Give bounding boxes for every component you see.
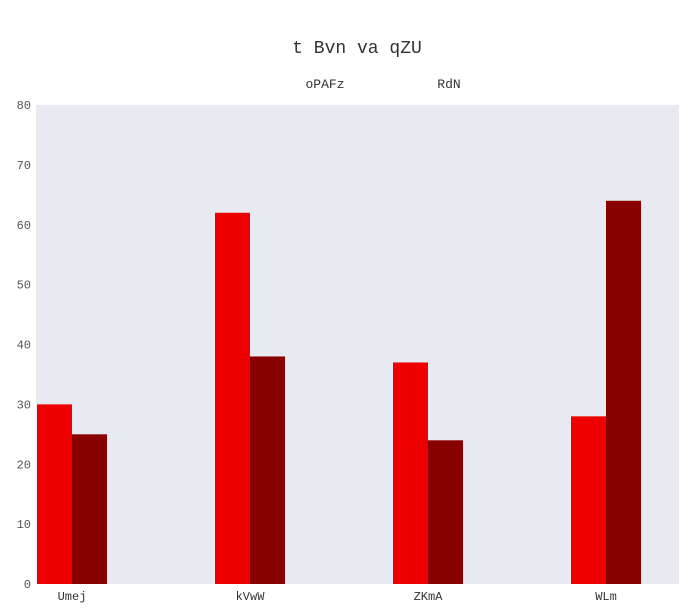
y-tick-label: 60 — [17, 219, 31, 233]
bar-RdN-ZKmA — [428, 440, 463, 584]
legend-item-RdN: RdN — [437, 77, 460, 92]
y-tick-label: 80 — [17, 99, 31, 113]
y-tick-label: 40 — [17, 339, 31, 353]
y-tick-label: 30 — [17, 398, 31, 412]
bar-oPAFz-ZKmA — [393, 362, 428, 584]
bar-oPAFz-Umej — [37, 404, 72, 584]
y-tick-label: 20 — [17, 458, 31, 472]
y-axis: 0 10 20 30 40 50 60 70 80 — [17, 99, 31, 592]
y-tick-label: 0 — [24, 578, 31, 592]
chart-title: t Bvn va qZU — [292, 39, 422, 59]
bar-RdN-WLm — [606, 200, 641, 585]
y-tick-label: 50 — [17, 279, 31, 293]
bar-oPAFz-kVwW — [215, 212, 250, 584]
x-tick-label: kVwW — [236, 590, 266, 604]
bar-RdN-kVwW — [250, 356, 285, 584]
x-tick-label: ZKmA — [414, 590, 444, 604]
x-tick-label: Umej — [58, 590, 87, 604]
bars — [37, 200, 641, 585]
x-tick-label: WLm — [595, 590, 617, 604]
legend: oPAFz RdN — [305, 77, 460, 92]
y-tick-label: 10 — [17, 518, 31, 532]
legend-item-oPAFz: oPAFz — [305, 77, 344, 92]
bar-oPAFz-WLm — [571, 416, 606, 584]
x-axis: Umej kVwW ZKmA WLm — [58, 590, 617, 604]
bar-RdN-Umej — [72, 434, 107, 584]
y-tick-label: 70 — [17, 159, 31, 173]
